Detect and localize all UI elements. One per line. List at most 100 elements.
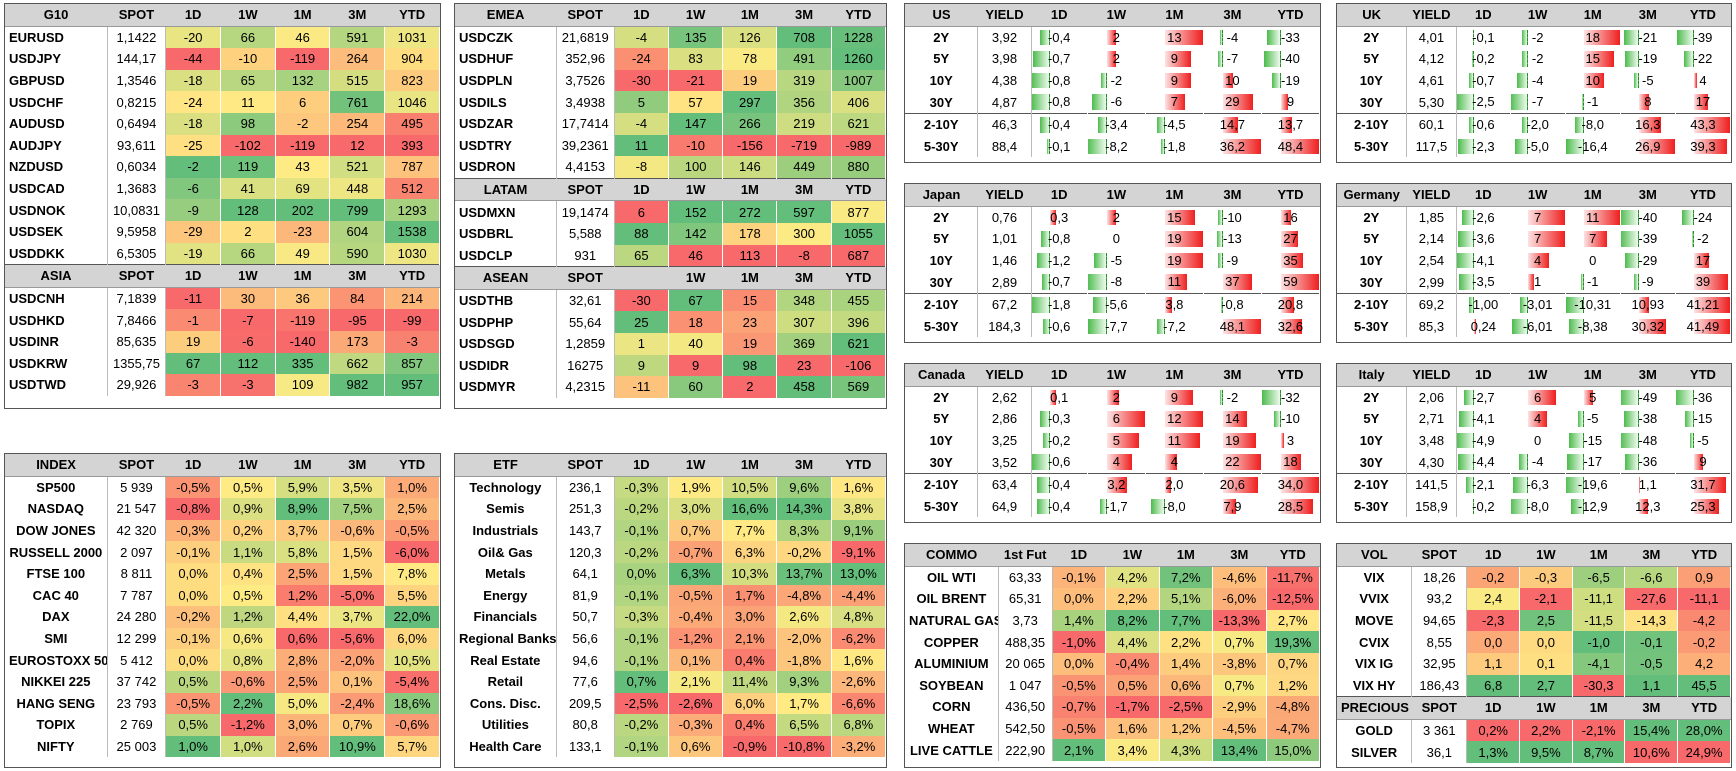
- row-label: 5-30Y: [905, 315, 979, 338]
- change-cell: 36: [275, 287, 331, 310]
- change-value: -19,6: [1577, 476, 1608, 492]
- positive-bar: [1528, 274, 1534, 290]
- change-cell: -4,8%: [776, 584, 832, 607]
- change-cell: -989: [831, 134, 887, 157]
- row-label: USDSGD: [455, 332, 557, 355]
- change-cell: 146: [722, 156, 778, 179]
- column-header: 1W: [1519, 544, 1573, 567]
- change-bar-cell: 11: [1565, 206, 1621, 229]
- change-bar-cell: -0,4: [1031, 495, 1088, 518]
- negative-bar: [1620, 432, 1639, 449]
- change-cell: 22,0%: [384, 606, 440, 628]
- change-cell: 4,3%: [1159, 739, 1214, 761]
- spot-value: 63,33: [998, 566, 1053, 589]
- change-cell: 113: [722, 244, 778, 267]
- change-cell: 1260: [831, 48, 887, 70]
- change-cell: -18: [165, 69, 221, 92]
- negative-bar: [1031, 94, 1050, 110]
- change-bar-cell: -48: [1620, 429, 1676, 452]
- change-bar-cell: -29: [1620, 249, 1676, 272]
- change-cell: 2: [220, 220, 276, 243]
- row-label: 5Y: [1337, 48, 1407, 70]
- change-cell: 7,5%: [329, 498, 386, 520]
- change-cell: 84: [329, 287, 386, 310]
- column-header: YIELD: [977, 4, 1031, 27]
- change-cell: -0,5%: [165, 476, 221, 499]
- change-value: -5,0: [1526, 138, 1549, 154]
- row-label: 5Y: [905, 228, 979, 250]
- change-cell: 11: [220, 91, 276, 113]
- negative-bar: [1036, 498, 1050, 515]
- change-cell: -11: [614, 376, 670, 398]
- change-cell: 957: [384, 374, 440, 396]
- change-cell: -0,3: [1519, 566, 1573, 589]
- change-cell: 449: [776, 156, 832, 179]
- positive-bar: [1280, 432, 1285, 449]
- change-value: 35: [1283, 252, 1298, 268]
- positive-bar: [1164, 51, 1192, 67]
- change-cell: 6,8%: [831, 714, 887, 736]
- change-value: -0,8: [1047, 72, 1071, 88]
- change-cell: -0,5%: [1052, 717, 1107, 740]
- change-value: -2,3: [1472, 138, 1495, 154]
- change-bar-cell: -2: [1087, 69, 1146, 92]
- change-value: 20,6: [1219, 476, 1246, 492]
- negative-bar: [1462, 209, 1475, 226]
- row-label: USDPLN: [455, 69, 557, 92]
- change-cell: -2,9%: [1212, 696, 1267, 718]
- negative-bar: [1676, 29, 1694, 46]
- change-cell: 88: [614, 222, 670, 245]
- change-cell: -30: [614, 69, 670, 92]
- spot-value: 3,92: [977, 26, 1032, 49]
- change-cell: 7,8%: [384, 562, 440, 585]
- column-header: SPOT: [107, 454, 166, 477]
- change-cell: -11,5: [1572, 609, 1626, 632]
- spot-value: 65,31: [998, 588, 1053, 610]
- spot-value: 4,61: [1406, 69, 1458, 92]
- change-cell: 13,4%: [1212, 739, 1267, 761]
- table-row-5y: 5Y 1,01 -0,8 0 19 -13 27: [905, 228, 1321, 250]
- negative-bar: [1458, 411, 1475, 427]
- change-cell: 3,7%: [275, 519, 331, 542]
- change-value: 19: [1225, 432, 1240, 448]
- row-label: Real Estate: [455, 649, 557, 671]
- change-bar-cell: 28,5: [1261, 495, 1321, 518]
- change-value: 3,2: [1107, 476, 1126, 492]
- change-bar-cell: 17: [1675, 249, 1732, 272]
- change-cell: 266: [722, 112, 778, 135]
- change-bar-cell: 0: [1510, 429, 1566, 452]
- spot-value: 1,3546: [107, 69, 167, 92]
- change-bar-cell: 11: [1145, 271, 1204, 294]
- negative-bar: [1472, 51, 1475, 67]
- change-cell: 119: [220, 156, 276, 178]
- change-bar-cell: -0,7: [1031, 271, 1088, 294]
- change-cell: 2,4: [1466, 588, 1521, 610]
- row-label: 5Y: [905, 48, 979, 70]
- spot-value: 3,4938: [556, 91, 615, 113]
- column-header: 3M: [776, 4, 832, 27]
- change-cell: -5,4%: [384, 670, 440, 693]
- change-value: -22: [1693, 51, 1713, 67]
- table-row-vix-hy: VIX HY 186,43 6,8 2,7 -30,3 1,1 45,5: [1337, 674, 1731, 697]
- change-cell: 65: [220, 69, 276, 92]
- change-cell: 515: [329, 69, 386, 92]
- change-cell: 1007: [831, 69, 887, 92]
- column-header: SPOT: [556, 177, 615, 202]
- change-value: 14: [1225, 411, 1240, 427]
- negative-bar: [1580, 274, 1584, 290]
- positive-bar: [1280, 252, 1304, 269]
- negative-bar: [1151, 498, 1165, 515]
- change-value: 10: [1225, 72, 1240, 88]
- change-bar-cell: -2,3: [1456, 135, 1511, 158]
- column-header: 1M: [722, 4, 777, 27]
- change-bar-cell: -4: [1510, 451, 1566, 474]
- change-cell: -719: [776, 134, 832, 157]
- table-row-usdhkd: USDHKD 7,8466 -1 -7 -119 -95 -99: [5, 309, 440, 331]
- column-header: 1W: [1087, 4, 1146, 27]
- change-cell: 877: [831, 200, 887, 223]
- change-bar-cell: -2: [1510, 26, 1566, 49]
- change-cell: 4,8%: [831, 606, 887, 628]
- change-value: 7: [1170, 94, 1178, 110]
- change-cell: -4,7%: [1266, 717, 1320, 740]
- table-row-vix-ig: VIX IG 32,95 1,1 0,1 -4,1 -0,5 4,2: [1337, 652, 1731, 675]
